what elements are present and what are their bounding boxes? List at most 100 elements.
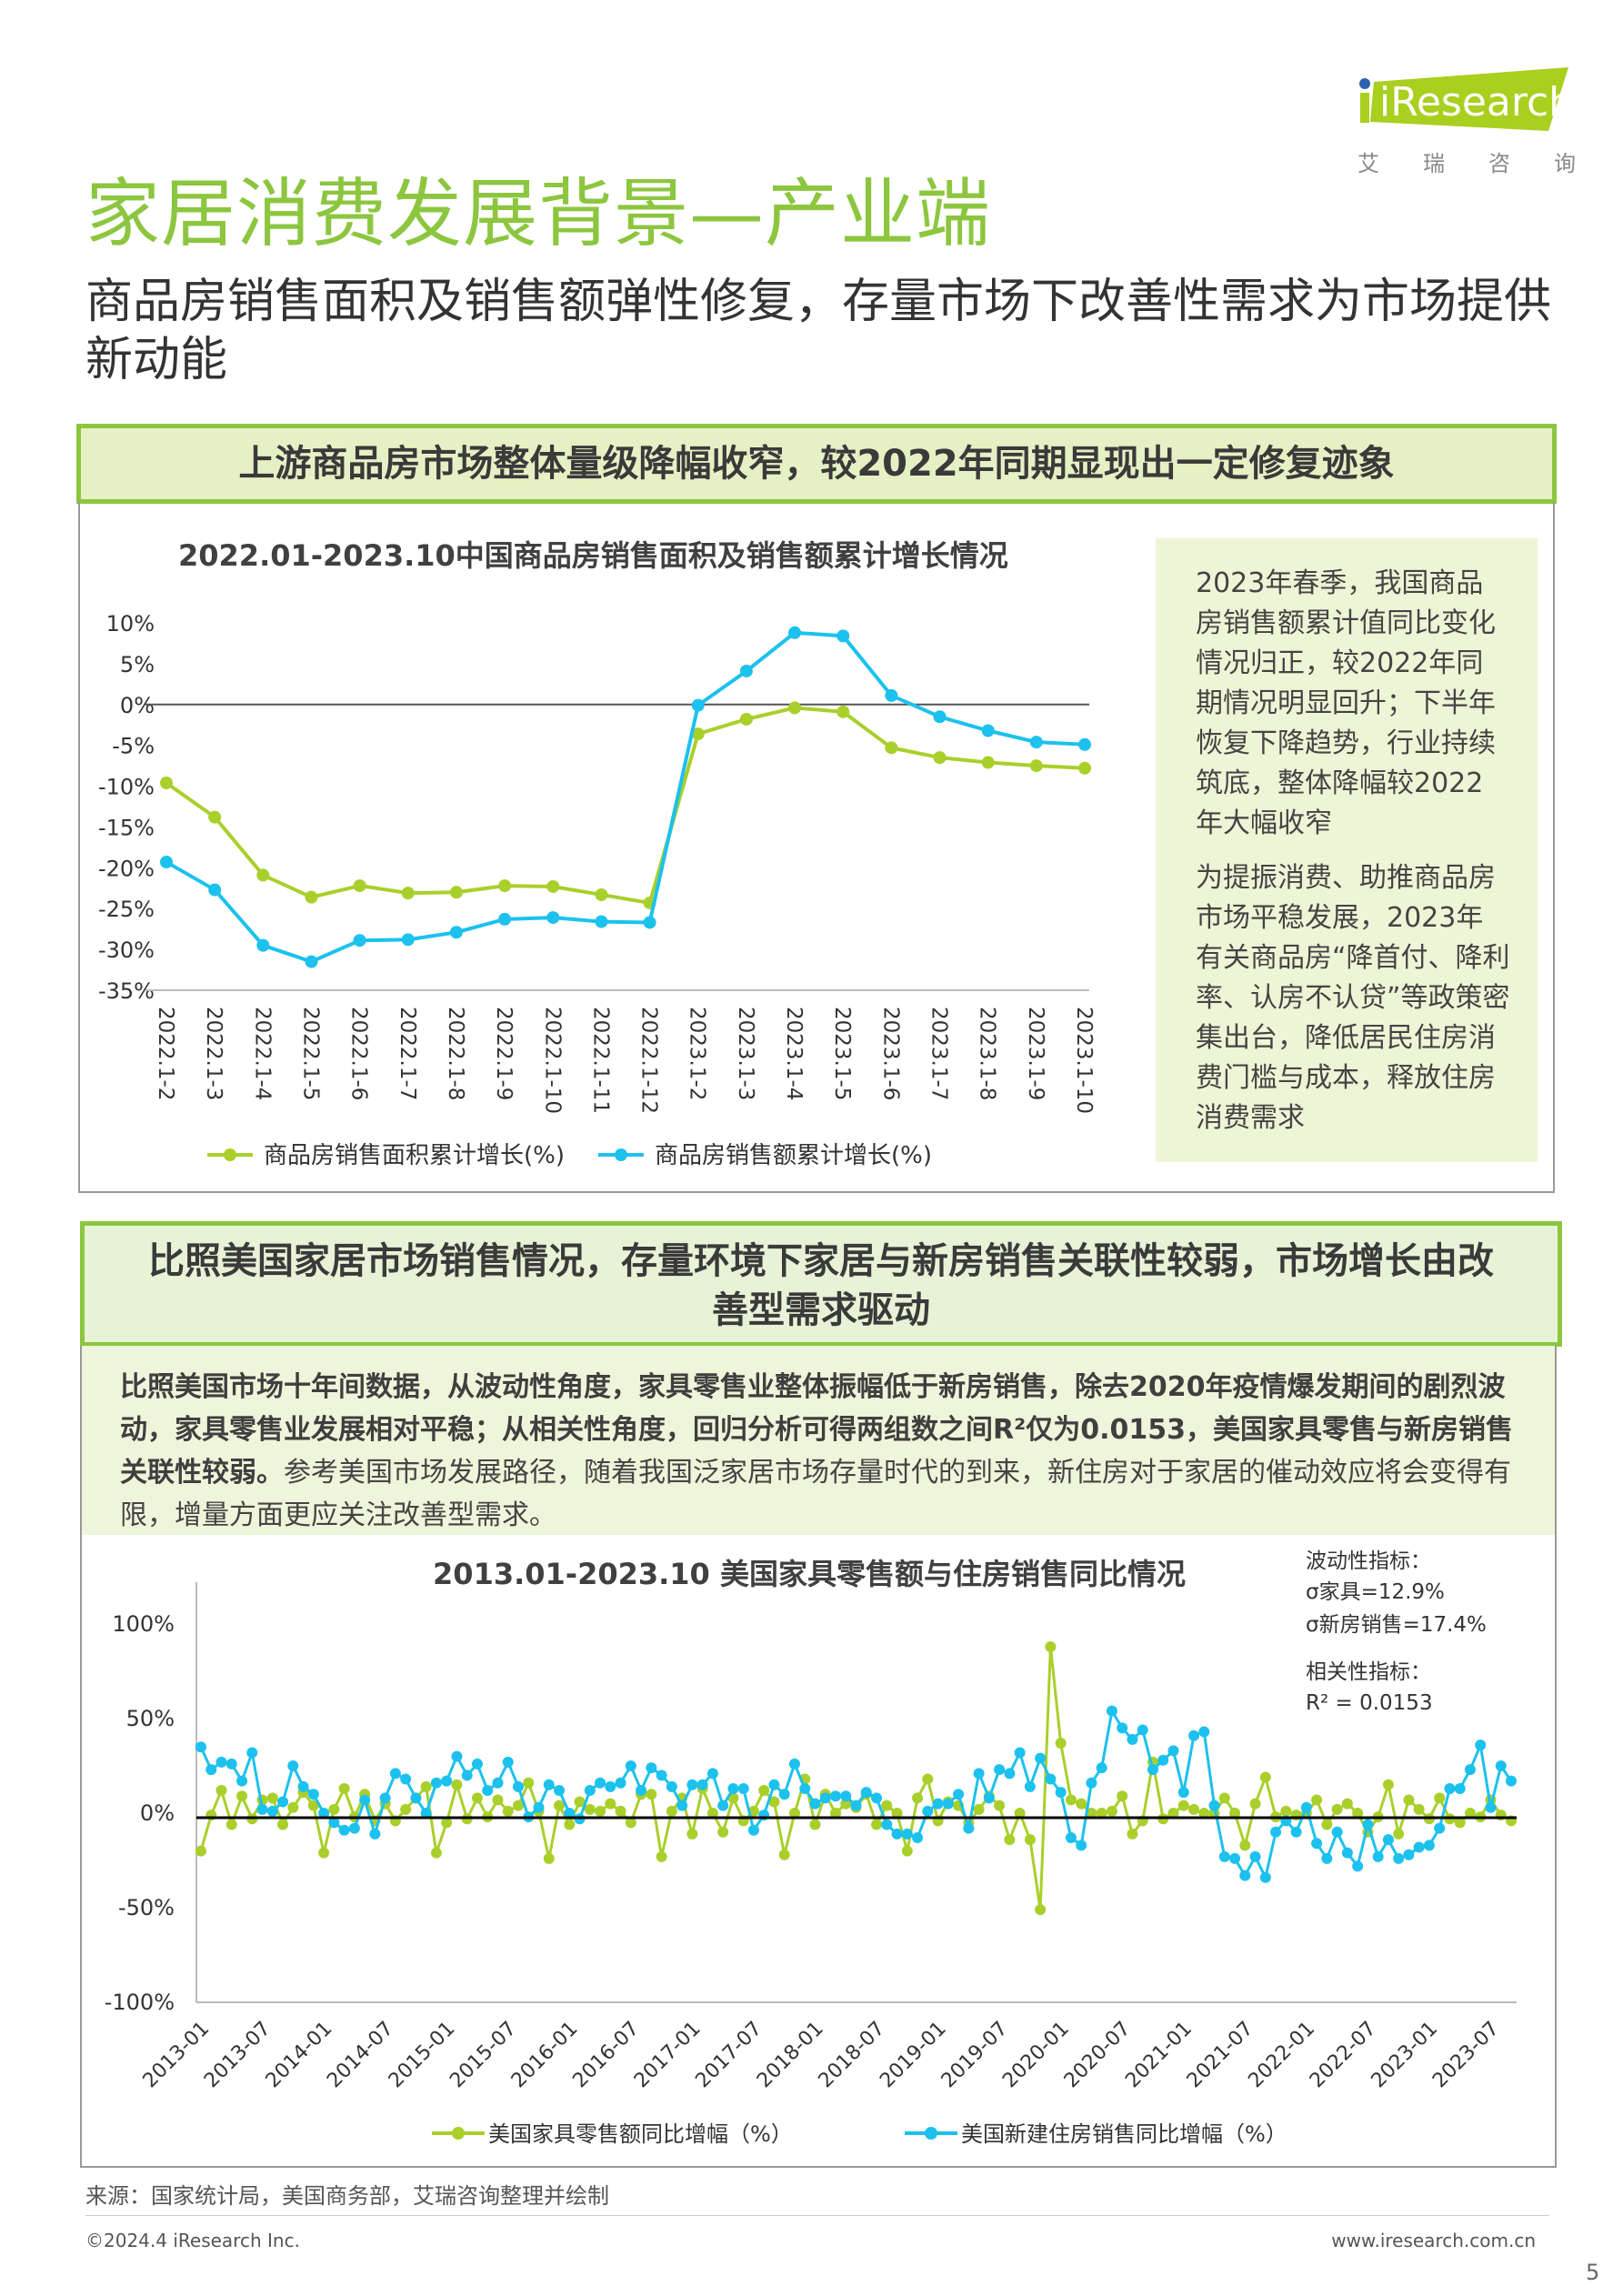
data-point [840,1790,852,1802]
data-point [973,1803,985,1815]
data-point [1485,1801,1497,1813]
legend-marker [224,1148,236,1161]
data-point [400,1803,412,1815]
indicator-annotation: σ新房销售=17.4% [1306,1613,1487,1637]
data-point [840,1798,852,1810]
section1-insight-panel: 2023年春季，我国商品房销售额累计值同比变化情况归正，较2022年同期情况明显… [1156,538,1538,1162]
data-point [574,1796,586,1808]
data-point [739,712,753,726]
indicator-annotation: R² = 0.0153 [1306,1691,1433,1715]
x-tick-label: 2022.1-12 [637,1007,661,1114]
data-point [482,1785,494,1797]
data-point [994,1800,1006,1811]
legend-marker [452,2127,465,2140]
data-point [706,1808,718,1819]
data-point [819,1792,831,1804]
data-point [1311,1794,1323,1806]
x-tick-label: 2018-07 [815,2018,890,2093]
data-point [1024,1780,1036,1792]
iresearch-logo: iResearch [1358,65,1576,138]
data-point [758,1785,770,1797]
data-point [829,1790,841,1802]
x-tick-label: 2013-01 [139,2018,215,2093]
data-point [498,912,512,926]
data-point [430,1777,442,1789]
x-tick-label: 2018-01 [753,2018,828,2093]
data-point [963,1822,975,1834]
data-point [307,1800,319,1811]
data-point [1464,1764,1476,1776]
data-point [451,1750,463,1762]
data-point [1413,1841,1425,1853]
data-point [1055,1738,1067,1750]
x-tick-label: 2022.1-4 [250,1007,274,1100]
website-link[interactable]: www.iresearch.com.cn [1331,2230,1536,2251]
data-point [305,890,318,904]
y-tick-label: -100% [105,1990,175,2015]
data-point [277,1796,289,1808]
data-point [1382,1834,1394,1846]
x-tick-label: 2023.1-10 [1072,1007,1096,1114]
data-point [328,1803,340,1815]
data-point [401,933,415,947]
data-point [1270,1826,1282,1838]
data-point [266,1805,278,1817]
x-tick-label: 2023-07 [1428,2018,1504,2093]
x-tick-label: 2021-01 [1121,2018,1197,2093]
data-point [1413,1803,1425,1815]
y-tick-label: -50% [118,1895,175,1920]
data-point [625,1760,636,1771]
x-tick-label: 2015-01 [385,2018,460,2093]
data-point [595,887,608,901]
series-line-sales-area [165,706,1086,906]
x-tick-label: 2022.1-10 [540,1007,564,1114]
logo-char: 咨 [1488,151,1510,176]
data-point [933,710,947,724]
data-point [1341,1798,1353,1810]
china-housing-chart: 2022.01-2023.10中国商品房销售面积及销售额累计增长情况10%5%0… [98,538,1096,1169]
data-point [994,1764,1006,1776]
data-point [1249,1850,1261,1862]
data-point [1475,1740,1487,1751]
chart-title: 2013.01-2023.10 美国家具零售额与住房销售同比情况 [433,1557,1186,1591]
y-tick-label: -30% [98,937,155,963]
x-tick-label: 2014-01 [262,2018,337,2093]
data-point [1029,736,1043,749]
data-point [881,1800,893,1811]
data-point [691,727,705,741]
data-point [160,856,173,869]
data-point [1004,1768,1016,1780]
data-point [215,1785,227,1797]
data-point [1218,1792,1230,1804]
y-tick-label: -5% [112,734,155,759]
data-point [449,886,463,899]
data-point [277,1819,289,1830]
data-point [1331,1826,1343,1838]
data-point [871,1792,883,1804]
data-point [1086,1808,1097,1819]
page-number: 5 [1586,2260,1600,2285]
data-point [492,1777,504,1789]
y-tick-label: -15% [98,815,155,840]
logo-char: 艾 [1358,151,1379,176]
x-tick-label: 2023.1-2 [686,1007,709,1100]
data-point [160,776,173,789]
data-point [932,1798,944,1810]
data-point [717,1800,729,1811]
data-point [891,1808,903,1819]
data-point [256,868,270,882]
x-tick-label: 2022.1-8 [444,1007,467,1100]
data-point [533,1801,545,1813]
x-tick-label: 2017-01 [630,2018,706,2093]
logo-cn-text: 艾 瑞 咨 询 [1358,145,1576,177]
series-line-new-home-sales [199,1707,1513,1882]
data-point [1177,1787,1189,1799]
x-tick-label: 2023.1-3 [734,1007,757,1100]
data-point [1055,1787,1067,1799]
data-point [666,1780,677,1792]
data-point [942,1798,954,1810]
chart-title: 2022.01-2023.10中国商品房销售面积及销售额累计增长情况 [178,538,1008,573]
page-title: 家居消费发展背景—产业端 [85,171,992,257]
data-point [1423,1840,1435,1851]
data-point [498,879,512,893]
